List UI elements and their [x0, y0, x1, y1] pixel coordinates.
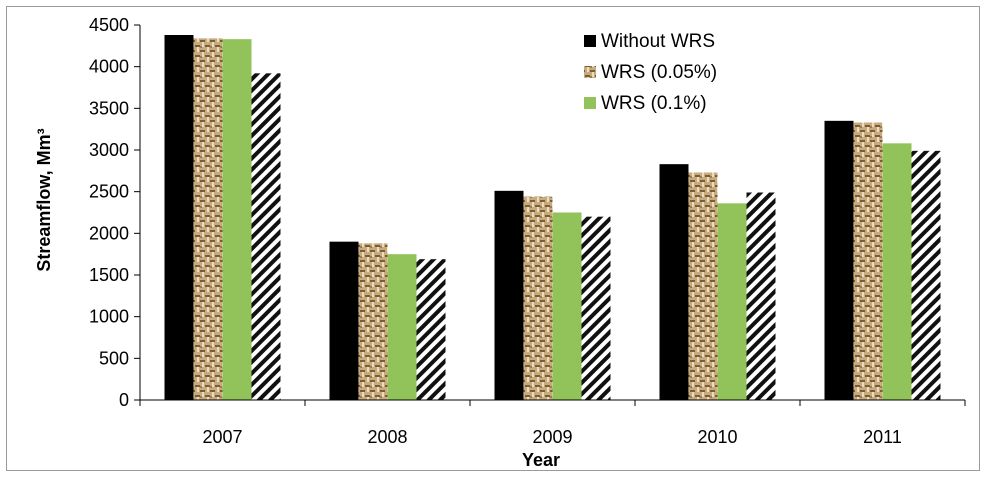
bar-2008-series-2: [358, 243, 388, 400]
legend-label: WRS (0.05%): [601, 62, 717, 83]
bar-2009-series-3: [552, 212, 582, 400]
bar-2009-series-1: [494, 190, 524, 400]
bar-2008-series-1: [329, 241, 359, 400]
bar-2009-series-4: [581, 216, 611, 400]
bar-2011-series-4: [911, 150, 941, 400]
x-axis-title: Year: [522, 450, 560, 470]
y-tick-label: 2000: [89, 223, 129, 243]
legend-label: WRS (0.1%): [601, 93, 707, 114]
y-axis-title: Streamflow, Mm³: [34, 128, 54, 271]
y-axis: 0 500 1000 1500 2000 2500 3000 3500 4000 4500: [89, 15, 140, 410]
bar-2010-series-3: [717, 203, 747, 400]
bar-2011-series-1: [824, 120, 854, 400]
legend: Without WRS WRS (0.05%) WRS (0.1%): [584, 31, 717, 114]
bar-2007-series-3: [222, 39, 252, 401]
x-tick-label: 2007: [202, 427, 242, 447]
bar-2010-series-1: [659, 164, 689, 400]
y-tick-label: 1500: [89, 265, 129, 285]
x-axis: 2007 2008 2009 2010 2011: [139, 400, 966, 447]
y-tick-label: 1000: [89, 307, 129, 327]
bar-2011-series-2: [853, 122, 883, 400]
bar-2008-series-4: [416, 259, 446, 400]
x-tick-label: 2010: [697, 427, 737, 447]
x-tick-label: 2011: [863, 427, 902, 447]
y-tick-label: 4500: [89, 15, 129, 35]
y-tick-label: 3500: [89, 98, 129, 118]
chart-border: [6, 6, 980, 471]
y-tick-label: 3000: [89, 140, 129, 160]
bar-2011-series-3: [882, 143, 912, 401]
y-tick-label: 2500: [89, 182, 129, 202]
y-tick-label: 0: [119, 390, 129, 410]
legend-swatch: [584, 97, 596, 109]
bar-2010-series-2: [688, 172, 718, 400]
bar-2007-series-1: [164, 35, 194, 400]
bar-2009-series-2: [523, 196, 553, 400]
bar-2010-series-4: [746, 192, 776, 400]
x-tick-label: 2008: [367, 427, 407, 447]
bar-2008-series-3: [387, 254, 417, 400]
bars-group: [164, 35, 941, 401]
bar-2007-series-4: [251, 73, 281, 400]
x-tick-label: 2009: [532, 427, 572, 447]
legend-swatch: [584, 66, 596, 78]
y-tick-label: 4000: [89, 57, 129, 77]
legend-swatch: [584, 35, 596, 47]
legend-label: Without WRS: [601, 31, 715, 52]
bar-2007-series-2: [193, 38, 223, 400]
y-tick-label: 500: [99, 348, 129, 368]
